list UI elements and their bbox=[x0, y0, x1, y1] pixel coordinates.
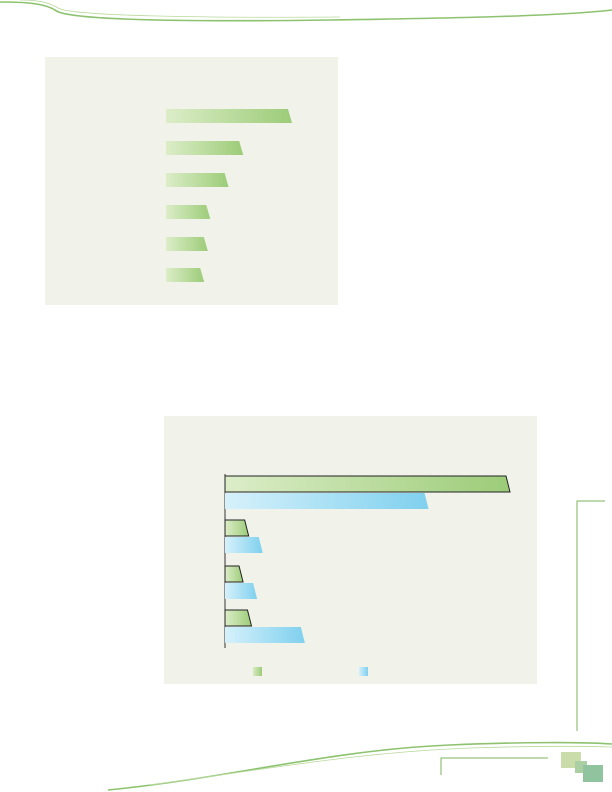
chart-bar-green bbox=[224, 519, 250, 537]
top-wave-shadow-icon bbox=[19, 0, 341, 18]
chart-bar-green bbox=[224, 475, 511, 493]
chart-bar-green bbox=[224, 609, 253, 627]
top-wave-icon bbox=[0, 1, 612, 22]
right-bracket-line bbox=[576, 500, 605, 731]
chart-panel-top bbox=[45, 57, 338, 305]
bar-chart-bottom bbox=[224, 474, 511, 648]
footer-rule bbox=[440, 757, 548, 775]
chart-bar-blue bbox=[225, 493, 429, 509]
chart-bar-blue bbox=[225, 583, 258, 599]
legend-swatch-green bbox=[253, 667, 262, 676]
bottom-wave-shadow-icon bbox=[149, 745, 612, 786]
chart-bar bbox=[166, 141, 244, 155]
chart-bar-blue bbox=[225, 627, 305, 643]
legend-swatch-blue bbox=[359, 667, 368, 676]
chart-bar-green bbox=[224, 565, 244, 583]
chart-panel-bottom bbox=[164, 416, 537, 684]
chart-bar-blue bbox=[225, 537, 263, 553]
bottom-wave-icon bbox=[107, 741, 612, 791]
chart-bar bbox=[166, 205, 211, 219]
chart-bar bbox=[166, 237, 208, 251]
chart-bar bbox=[166, 109, 292, 123]
bar-chart-top bbox=[166, 109, 292, 282]
chart-bar bbox=[166, 268, 205, 282]
chart-bar bbox=[166, 173, 229, 187]
corner-square-dark-icon bbox=[583, 765, 603, 782]
